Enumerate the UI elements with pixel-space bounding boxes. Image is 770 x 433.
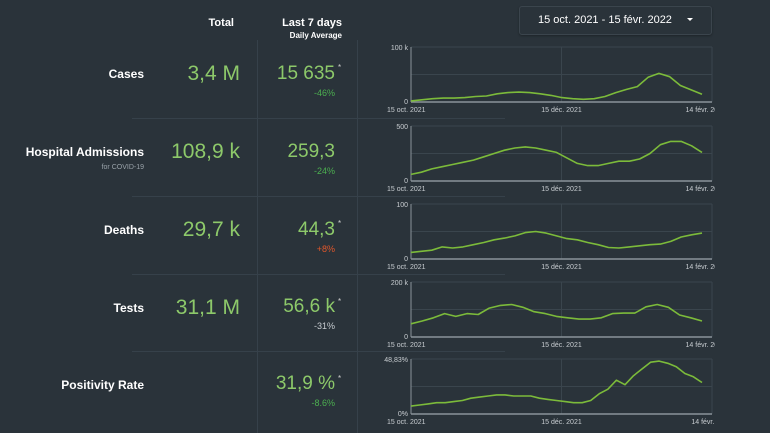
sparkline-chart-cases: 100 k 0 15 oct. 2021 15 déc. 2021 14 févr. 2… (375, 42, 715, 114)
asterisk: * (338, 219, 342, 228)
header-last7: Last 7 days (282, 17, 342, 29)
x-tick-label: 14 févr. 2022 (686, 342, 715, 349)
metric-sublabel: for COVID-19 (101, 164, 144, 171)
x-tick-label: 15 déc. 2021 (541, 342, 582, 349)
y-tick-max: 500 (396, 124, 408, 131)
x-tick-label: 15 oct. 2021 (387, 264, 426, 271)
series-line (410, 360, 703, 407)
asterisk: * (338, 297, 342, 306)
metric-average: 259,3 (287, 141, 335, 162)
x-tick-label: 15 déc. 2021 (541, 107, 582, 114)
series-line (410, 72, 703, 102)
metric-label: Cases (108, 67, 144, 81)
x-tick-label: 15 oct. 2021 (387, 419, 426, 426)
row-divider (132, 118, 505, 119)
chart-svg: 48,83% 0%15 oct. 2021 15 déc. 2021 14 févr.… (384, 357, 715, 426)
asterisk: * (338, 374, 342, 383)
x-tick-label: 15 oct. 2021 (387, 186, 426, 193)
sparkline-chart-tests: 200 k 0 15 oct. 2021 15 déc. 2021 14 févr. 2… (375, 277, 715, 349)
sparkline-chart-deaths: 100 015 oct. 2021 15 déc. 2021 14 févr. 202… (375, 199, 715, 271)
metric-average: 44,3 (298, 219, 335, 240)
metric-average: 15 635 (276, 63, 335, 84)
column-divider (257, 40, 258, 433)
x-tick-label: 14 févr. 2... (691, 419, 715, 426)
metric-change: -46% (313, 88, 335, 98)
metric-change: -8.6% (311, 398, 335, 408)
header-daily-average: Daily Average (289, 31, 342, 40)
asterisk: * (338, 63, 342, 72)
chart-svg: 500 015 oct. 2021 15 déc. 2021 14 févr. 202… (387, 124, 715, 193)
metric-total: 3,4 M (187, 62, 240, 85)
metric-average: 31,9 % (275, 373, 335, 394)
y-tick-max: 200 k (391, 280, 409, 287)
series-line (410, 230, 703, 254)
y-tick-min: 0 (404, 256, 408, 263)
y-tick-max: 100 k (391, 45, 409, 52)
date-range-label: 15 oct. 2021 - 15 févr. 2022 (538, 14, 672, 26)
x-tick-label: 14 févr. 2022 (686, 264, 715, 271)
metric-average: 56,6 k (283, 296, 335, 317)
y-tick-max: 48,83% (384, 357, 408, 364)
caret-down-icon (687, 18, 693, 21)
x-tick-label: 14 févr. 2022 (686, 186, 715, 193)
metric-label: Deaths (103, 223, 144, 237)
column-divider (357, 40, 358, 433)
metric-label: Positivity Rate (61, 378, 144, 392)
sparkline-chart-positivity-rate: 48,83% 0% 15 oct. 2021 15 déc. 2021 14 févr.… (375, 354, 715, 426)
sparkline-chart-hospital-admissions: 500 015 oct. 2021 15 déc. 2021 14 févr. 202… (375, 121, 715, 193)
y-tick-min: 0% (398, 411, 408, 418)
y-tick-min: 0 (404, 99, 408, 106)
metric-label: Hospital Admissions (25, 145, 144, 159)
metric-change: -24% (313, 166, 335, 176)
metric-change: +8% (316, 244, 335, 254)
row-divider (132, 196, 505, 197)
metric-change: -31% (313, 321, 335, 331)
chart-svg: 100 k 015 oct. 2021 15 déc. 2021 14 févr. 2… (387, 45, 715, 114)
date-range-dropdown[interactable]: 15 oct. 2021 - 15 févr. 2022 (519, 6, 712, 35)
chart-svg: 100 015 oct. 2021 15 déc. 2021 14 févr. 202… (387, 202, 715, 271)
x-tick-label: 15 déc. 2021 (541, 264, 582, 271)
x-tick-label: 15 oct. 2021 (387, 107, 426, 114)
x-tick-label: 14 févr. 2022 (686, 107, 715, 114)
y-tick-min: 0 (404, 334, 408, 341)
metric-label: Tests (113, 301, 144, 315)
metric-total: 29,7 k (182, 218, 240, 241)
x-tick-label: 15 oct. 2021 (387, 342, 426, 349)
metric-total: 31,1 M (175, 296, 240, 319)
row-divider (132, 351, 505, 352)
metric-total: 108,9 k (171, 140, 240, 163)
series-line (410, 303, 703, 325)
x-tick-label: 15 déc. 2021 (541, 186, 582, 193)
series-line (410, 140, 703, 176)
row-divider (132, 274, 505, 275)
header-total: Total (208, 17, 234, 29)
x-tick-label: 15 déc. 2021 (541, 419, 582, 426)
y-tick-min: 0 (404, 178, 408, 185)
chart-svg: 200 k 015 oct. 2021 15 déc. 2021 14 févr. 2… (387, 280, 715, 349)
y-tick-max: 100 (396, 202, 408, 209)
